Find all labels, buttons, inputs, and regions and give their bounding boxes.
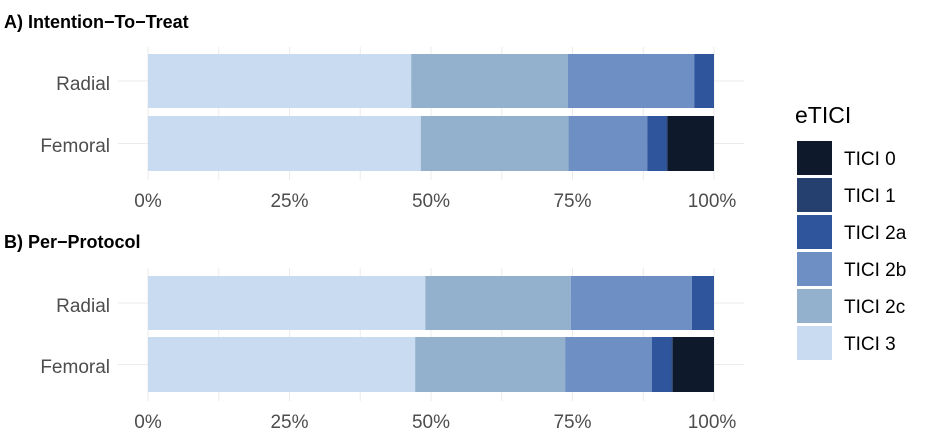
legend-label-tici-2a: TICI 2a (844, 223, 907, 244)
panel-b-tick-0: 0% (134, 412, 162, 433)
bar-femoral-tici-0 (672, 337, 714, 392)
panel-a-bars (148, 54, 714, 171)
panel-a-tick-25: 25% (270, 191, 308, 212)
legend-swatch-tici-2b (797, 252, 832, 286)
legend: eTICI TICI 0 TICI 1 TICI 2a TICI 2b TICI… (795, 102, 907, 360)
bar-radial-tici-2a (694, 54, 714, 108)
panel-a-category-radial: Radial (56, 74, 110, 95)
bar-radial-tici-2b (570, 276, 692, 330)
legend-swatch-tici-0 (797, 141, 832, 175)
bar-femoral-tici-2b (568, 116, 648, 171)
bar-femoral-tici-2c (420, 116, 569, 171)
bar-femoral-tici-2c (415, 337, 566, 392)
panel-a-title: A) Intention−To−Treat (4, 12, 189, 32)
panel-a-category-femoral: Femoral (40, 136, 110, 157)
panel-b-category-femoral: Femoral (40, 357, 110, 378)
bar-femoral-tici-1 (666, 116, 668, 171)
bar-radial-tici-3 (148, 276, 426, 330)
legend-label-tici-0: TICI 0 (844, 149, 896, 170)
panel-a-tick-50: 50% (412, 191, 450, 212)
panel-b-tick-100: 100% (688, 412, 737, 433)
panel-b-bars (148, 276, 714, 392)
panel-a: A) Intention−To−Treat Radial Femoral 0% … (4, 12, 744, 212)
legend-label-tici-2b: TICI 2b (844, 260, 906, 281)
panel-b-tick-25: 25% (270, 412, 308, 433)
legend-swatch-tici-2c (797, 289, 832, 323)
bar-femoral-tici-3 (148, 337, 416, 392)
bar-radial-tici-3 (148, 54, 412, 108)
bar-radial-tici-2b (567, 54, 695, 108)
legend-label-tici-1: TICI 1 (844, 186, 896, 207)
bar-femoral-tici-3 (148, 116, 421, 171)
panel-a-tick-100: 100% (688, 191, 737, 212)
bar-radial-tici-2a (691, 276, 714, 330)
bar-femoral-tici-2a (647, 116, 667, 171)
bar-femoral-tici-1 (671, 337, 673, 392)
legend-label-tici-3: TICI 3 (844, 334, 896, 355)
panel-b-title: B) Per−Protocol (4, 232, 141, 252)
legend-swatch-tici-1 (797, 178, 832, 212)
bar-radial-tici-2c (411, 54, 568, 108)
legend-swatch-tici-3 (797, 326, 832, 360)
bar-femoral-tici-2a (651, 337, 672, 392)
bar-radial-tici-2c (425, 276, 571, 330)
panel-b-tick-50: 50% (412, 412, 450, 433)
panel-b-tick-75: 75% (553, 412, 591, 433)
panel-a-tick-0: 0% (134, 191, 162, 212)
panel-b: B) Per−Protocol Radial Femoral 0% 25% 50… (4, 232, 744, 433)
panel-a-tick-75: 75% (553, 191, 591, 212)
legend-title: eTICI (795, 102, 851, 128)
legend-swatch-tici-2a (797, 215, 832, 249)
bar-femoral-tici-2b (565, 337, 652, 392)
panel-b-category-radial: Radial (56, 296, 110, 317)
bar-femoral-tici-0 (667, 116, 714, 171)
legend-label-tici-2c: TICI 2c (844, 297, 905, 318)
